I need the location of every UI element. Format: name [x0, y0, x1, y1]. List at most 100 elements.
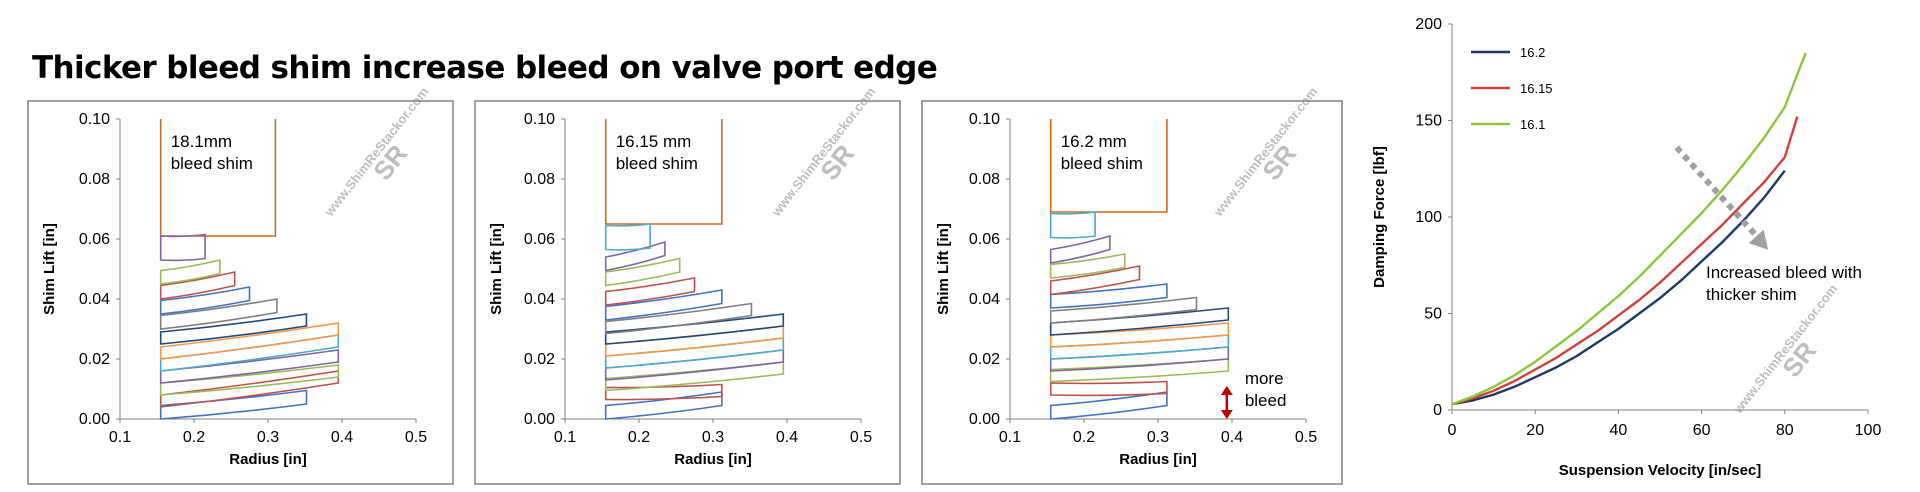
bleed-shim: [159, 119, 277, 237]
x-tick-label: 0.1: [109, 429, 131, 446]
x-tick-label: 0: [1448, 422, 1457, 439]
y-tick-label: 200: [1415, 16, 1442, 33]
shim: [159, 258, 221, 285]
x-tick-label: 0.2: [628, 429, 650, 446]
trend-annotation: thicker shim: [1706, 285, 1797, 304]
x-tick-label: 0.1: [999, 429, 1021, 446]
shim: [159, 322, 340, 360]
y-tick-label: 0.06: [969, 231, 1000, 248]
legend-label: 16.15: [1520, 81, 1553, 96]
trend-annotation: Increased bleed with: [1706, 263, 1862, 282]
x-tick-label: 0.5: [1295, 429, 1317, 446]
chart-frame: [474, 100, 901, 485]
shim: [604, 223, 651, 251]
shim: [1049, 283, 1168, 309]
shim: [1049, 346, 1230, 372]
y-tick-label: 150: [1415, 113, 1442, 130]
x-tick-label: 60: [1693, 422, 1711, 439]
shim-chart-2: 0.00 0.02 0.04 0.06 0.08 0.10 0.1 0.2 0.3 0.4 0.5 R…: [474, 84, 901, 485]
y-axis-label: Shim Lift [in]: [935, 223, 952, 315]
shim: [1049, 296, 1198, 324]
y-tick-label: 0.02: [79, 351, 110, 368]
watermark-text: www.ShimReStackor.com: [321, 84, 431, 219]
bleed-shim-label: 16.15 mm: [616, 132, 692, 151]
shim: [1049, 234, 1111, 264]
y-axis-label: Shim Lift [in]: [488, 223, 505, 315]
y-tick-label: 0.08: [524, 171, 555, 188]
shim-chart-3: 0.00 0.02 0.04 0.06 0.08 0.10 0.1 0.2 0.3 0.4 0.5 R…: [921, 84, 1343, 485]
x-tick-label: 100: [1855, 422, 1882, 439]
shim: [1049, 334, 1230, 360]
x-tick-label: 0.2: [1073, 429, 1095, 446]
y-tick-label: 0.02: [524, 351, 555, 368]
chart-frame: [27, 100, 454, 485]
bleed-shim: [604, 119, 723, 225]
shim: [604, 277, 696, 306]
shim: [604, 383, 723, 401]
x-tick-label: 0.5: [405, 429, 427, 446]
x-axis-label: Suspension Velocity [in/sec]: [1559, 462, 1762, 479]
y-tick-label: 0.00: [969, 411, 1000, 428]
x-tick-label: 0.4: [776, 429, 798, 446]
arrow-note: more: [1245, 369, 1284, 388]
shim: [1049, 322, 1230, 348]
damping-chart: 0 50 100 150 200 0 20 40 60 80 100 Suspension Veloc…: [1371, 16, 1881, 479]
y-tick-label: 0.10: [969, 111, 1000, 128]
legend-label: 16.1: [1520, 117, 1545, 132]
watermark-text: www.ShimReStackor.com: [1210, 84, 1320, 219]
series-line-16.15: [1451, 116, 1799, 406]
shim: [159, 370, 340, 408]
shim: [1049, 380, 1168, 397]
x-tick-label: 0.3: [702, 429, 724, 446]
shim: [159, 298, 278, 330]
x-tick-label: 20: [1526, 422, 1544, 439]
bleed-shim: [1049, 119, 1168, 213]
x-tick-label: 0.4: [1221, 429, 1243, 446]
x-tick-label: 0.5: [850, 429, 872, 446]
shim: [159, 270, 236, 300]
page-title: Thicker bleed shim increase bleed on val…: [32, 50, 938, 86]
y-tick-label: 0.08: [969, 171, 1000, 188]
x-tick-label: 0.4: [331, 429, 353, 446]
y-tick-label: 100: [1415, 209, 1442, 226]
bleed-arrow-head-up: [1220, 386, 1233, 395]
shim: [604, 302, 753, 335]
shim: [604, 391, 723, 420]
x-tick-label: 0.2: [183, 429, 205, 446]
y-tick-label: 0.02: [969, 351, 1000, 368]
bleed-shim-label: 18.1mm: [171, 132, 232, 151]
bleed-arrow-head-down: [1220, 410, 1233, 419]
watermark-text: www.ShimReStackor.com: [768, 84, 878, 219]
y-tick-label: 0.10: [524, 111, 555, 128]
bleed-shim-label: bleed shim: [1061, 154, 1143, 173]
shim: [1049, 265, 1141, 296]
shim-chart-1: 0.00 0.02 0.04 0.06 0.08 0.10 0.1 0.2 0.3 0.4 0.5 R…: [27, 84, 454, 485]
bleed-shim-label: bleed shim: [171, 154, 253, 173]
shim: [159, 349, 340, 384]
x-tick-label: 0.3: [1147, 429, 1169, 446]
x-axis-label: Radius [in]: [1119, 451, 1197, 468]
x-axis-label: Radius [in]: [229, 451, 307, 468]
y-tick-label: 0.00: [524, 411, 555, 428]
y-tick-label: 0.08: [79, 171, 110, 188]
y-tick-label: 0.04: [524, 291, 555, 308]
x-axis-label: Radius [in]: [674, 451, 752, 468]
y-tick-label: 0.04: [79, 291, 110, 308]
y-tick-label: 0.10: [79, 111, 110, 128]
y-tick-label: 0.00: [79, 411, 110, 428]
shim: [1049, 253, 1126, 279]
x-tick-label: 80: [1776, 422, 1794, 439]
bleed-shim-label: 16.2 mm: [1061, 132, 1127, 151]
legend-label: 16.2: [1520, 45, 1545, 60]
y-axis-label: Shim Lift [in]: [41, 223, 58, 315]
x-tick-label: 0.1: [554, 429, 576, 446]
trend-arrow-head: [1748, 229, 1769, 250]
shim: [159, 313, 308, 345]
shim: [604, 257, 681, 287]
y-tick-label: 0: [1433, 402, 1442, 419]
x-tick-label: 40: [1610, 422, 1628, 439]
